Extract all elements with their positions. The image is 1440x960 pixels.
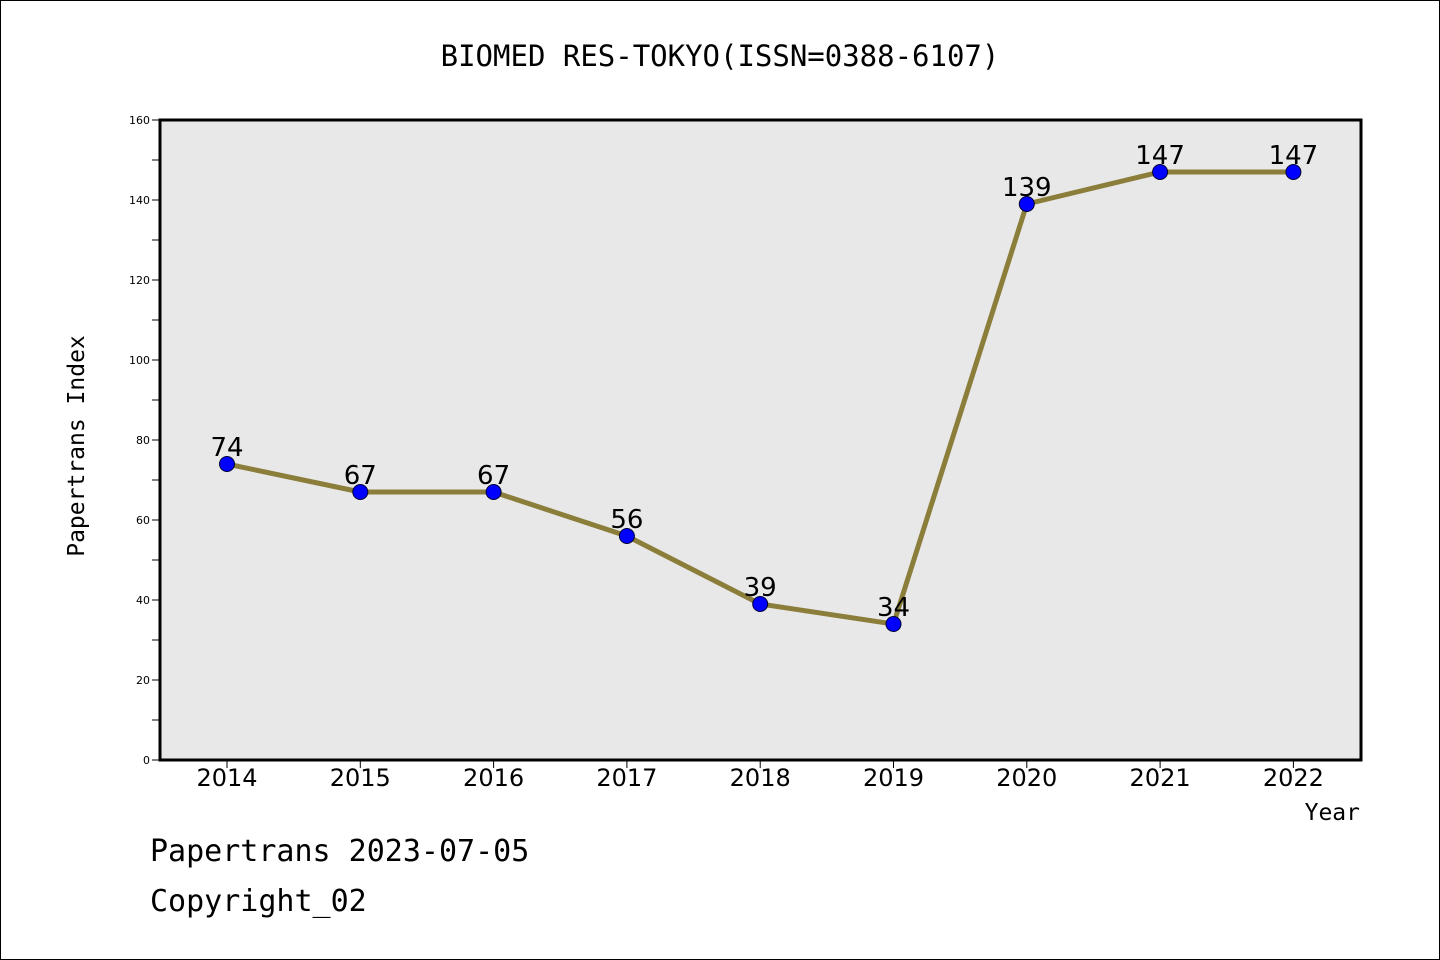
x-tick-label: 2015 — [330, 764, 391, 792]
x-tick-label: 2019 — [863, 764, 924, 792]
x-tick-label: 2020 — [996, 764, 1057, 792]
plot-area — [158, 118, 1363, 762]
data-point — [1018, 196, 1035, 212]
y-axis-label: Papertrans Index — [64, 335, 90, 557]
x-tick-label: 2014 — [196, 764, 257, 792]
data-point — [1285, 164, 1302, 180]
y-tick-label: 80 — [136, 434, 150, 447]
y-tick-label: 20 — [136, 674, 150, 687]
x-tick-label: 2016 — [463, 764, 524, 792]
y-tick-label: 140 — [129, 194, 150, 207]
footer-copyright: Copyright_02 — [150, 884, 367, 919]
data-label: 74 — [210, 433, 243, 463]
data-point — [219, 456, 235, 472]
data-label: 56 — [610, 505, 643, 535]
data-label: 147 — [1269, 141, 1319, 171]
data-label: 139 — [1002, 173, 1052, 203]
data-point — [885, 616, 902, 632]
data-point — [618, 528, 635, 544]
data-point — [485, 484, 502, 500]
y-tick-label: 120 — [129, 274, 150, 287]
y-tick-label: 160 — [129, 114, 150, 127]
y-tick-label: 100 — [129, 354, 150, 367]
y-tick-label: 0 — [143, 754, 150, 767]
x-tick-label: 2018 — [730, 764, 791, 792]
x-axis-label: Year — [1305, 800, 1360, 826]
data-label: 39 — [744, 573, 777, 603]
data-label: 67 — [344, 461, 377, 491]
data-label: 147 — [1135, 141, 1185, 171]
data-point — [752, 596, 769, 612]
x-tick-label: 2022 — [1263, 764, 1324, 792]
x-tick-label: 2021 — [1130, 764, 1191, 792]
y-tick-label: 40 — [136, 594, 150, 607]
data-point — [352, 484, 369, 500]
footer-date: Papertrans 2023-07-05 — [150, 834, 530, 869]
data-point — [1152, 164, 1169, 180]
y-tick-label: 60 — [136, 514, 150, 527]
data-label: 34 — [877, 593, 910, 623]
chart-title: BIOMED RES-TOKYO(ISSN=0388-6107) — [441, 39, 1000, 73]
x-tick-label: 2017 — [596, 764, 657, 792]
data-label: 67 — [477, 461, 510, 491]
